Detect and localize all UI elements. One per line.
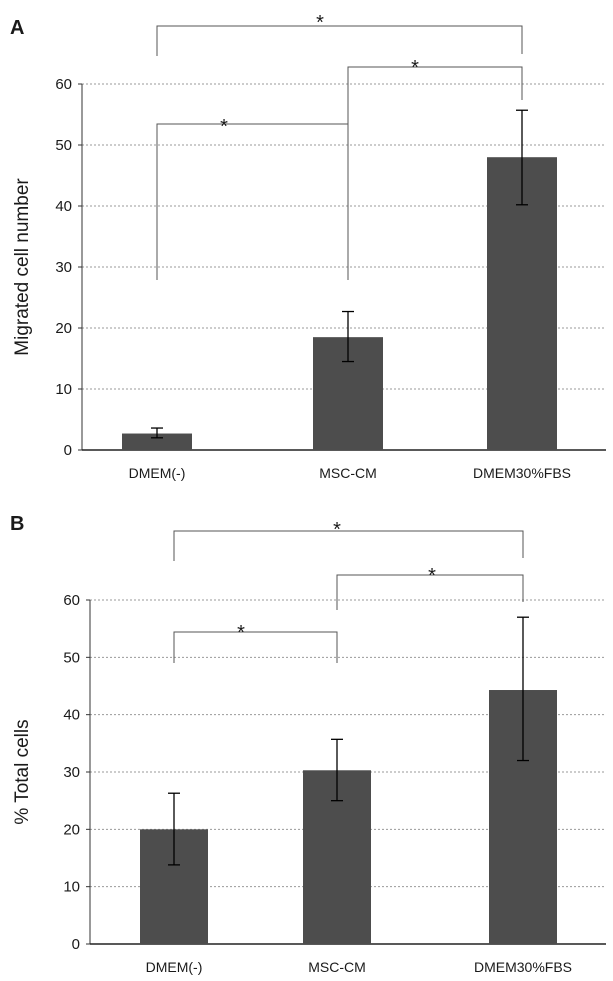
y-tick-label-b-3: 30 bbox=[63, 764, 80, 781]
y-tick-label-b-1: 10 bbox=[63, 879, 80, 896]
y-tick-label-b-0: 0 bbox=[72, 936, 80, 953]
y-tick-label-a-0: 0 bbox=[64, 442, 72, 459]
y-tick-label-a-1: 10 bbox=[55, 381, 72, 398]
category-label-a-1: MSC-CM bbox=[319, 465, 377, 481]
y-axis-label-b: % Total cells bbox=[12, 719, 33, 824]
significance-bracket-a-2 bbox=[156, 25, 523, 56]
bar-a-0 bbox=[122, 433, 192, 450]
category-label-b-0: DMEM(-) bbox=[146, 959, 203, 975]
category-label-b-1: MSC-CM bbox=[308, 959, 366, 975]
y-tick-label-a-6: 60 bbox=[55, 76, 72, 93]
significance-star-a-0: * bbox=[220, 116, 228, 138]
significance-star-a-2: * bbox=[316, 12, 324, 34]
significance-star-a-1: * bbox=[411, 57, 419, 79]
bar-a-2 bbox=[487, 157, 557, 450]
y-tick-label-b-6: 60 bbox=[63, 592, 80, 609]
significance-bracket-b-1 bbox=[336, 574, 524, 610]
panel-letter-b: B bbox=[10, 513, 24, 535]
y-axis-label-a: Migrated cell number bbox=[12, 178, 33, 356]
y-tick-label-b-5: 50 bbox=[63, 649, 80, 666]
y-tick-label-a-2: 20 bbox=[55, 320, 72, 337]
y-tick-label-a-3: 30 bbox=[55, 259, 72, 276]
panel-letter-a: A bbox=[10, 17, 24, 39]
significance-star-b-0: * bbox=[237, 622, 245, 644]
y-tick-label-b-2: 20 bbox=[63, 821, 80, 838]
significance-bracket-a-1 bbox=[347, 66, 523, 130]
significance-bracket-b-0 bbox=[173, 631, 338, 663]
significance-bracket-a-0 bbox=[156, 123, 349, 280]
chart-a-migrated-cells: 0 10 20 30 40 50 60 Migrated cell number DMEM(-)… bbox=[12, 12, 606, 481]
significance-bracket-b-2 bbox=[173, 530, 524, 561]
y-tick-label-a-5: 50 bbox=[55, 137, 72, 154]
chart-b-total-cells: 0 10 20 30 40 50 60 % Total cells DMEM(-) MSC-CM D… bbox=[12, 519, 606, 975]
category-label-a-0: DMEM(-) bbox=[129, 465, 186, 481]
significance-star-b-1: * bbox=[428, 565, 436, 587]
category-label-a-2: DMEM30%FBS bbox=[473, 465, 571, 481]
significance-star-b-2: * bbox=[333, 519, 341, 541]
y-tick-label-b-4: 40 bbox=[63, 707, 80, 724]
y-tick-label-a-4: 40 bbox=[55, 198, 72, 215]
category-label-b-2: DMEM30%FBS bbox=[474, 959, 572, 975]
